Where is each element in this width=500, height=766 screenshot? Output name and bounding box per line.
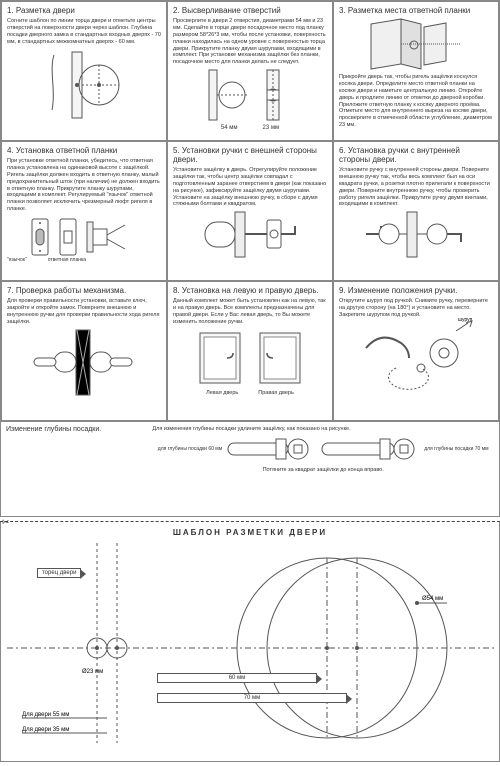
depth-70-label: для глубины посадки 70 мм — [424, 446, 488, 452]
step-7-diagram — [7, 330, 161, 395]
svg-text:шуруп: шуруп — [458, 317, 473, 323]
hole-54-svg — [207, 70, 247, 125]
step-3-diagram — [339, 19, 493, 74]
flip-handle-svg: шуруп — [356, 323, 476, 388]
step-1-text: Согните шаблон по линии торца двери и от… — [7, 18, 161, 46]
step-3-text: Прикройте дверь так, чтобы ригель защёлк… — [339, 74, 493, 129]
depth-title: Изменение глубины посадки. — [6, 426, 152, 433]
strike-plate-front — [29, 217, 51, 257]
left-door-label: Левая дверь — [206, 390, 238, 396]
step-6: 6. Установка ручки с внутренней стороны … — [333, 141, 499, 281]
latch-70-svg — [320, 435, 420, 463]
d23-label-t: Ø23 мм — [82, 669, 103, 675]
inner-handle-svg — [361, 212, 471, 257]
instruction-grid: 1. Разметка двери Согните шаблон по лини… — [0, 0, 500, 422]
depth-text2: Потяните за квадрат защёлки до конца впр… — [152, 467, 494, 473]
step-9-text: Открутите шуруп под ручкой. Снимите ручк… — [339, 298, 493, 319]
step-4-title: 4. Установка ответной планки — [7, 146, 161, 155]
step-8: 8. Установка на левую и правую дверь. Да… — [167, 281, 333, 421]
step-8-text: Данный комплект может быть установлен ка… — [173, 298, 327, 326]
step-7: 7. Проверка работы механизма. Для провер… — [1, 281, 167, 421]
edge-label: торец двери — [37, 568, 81, 578]
step-8-title: 8. Установка на левую и правую дверь. — [173, 286, 327, 295]
step-1: 1. Разметка двери Согните шаблон по лини… — [1, 1, 167, 141]
door-template-svg — [44, 50, 124, 120]
step-2-title: 2. Высверливание отверстий — [173, 6, 327, 15]
d54-text: 54 мм — [221, 125, 238, 131]
step-5-text: Установите защёлку в дверь. Отрегулируйт… — [173, 167, 327, 208]
left-door-svg — [195, 330, 245, 390]
step-9-title: 9. Изменение положения ручки. — [339, 286, 493, 295]
step-6-title: 6. Установка ручки с внутренней стороны … — [339, 146, 493, 164]
test-mechanism-svg — [24, 330, 144, 395]
step-9-diagram: шуруп — [339, 323, 493, 388]
step-1-diagram — [7, 50, 161, 120]
step-2-text: Просверлите в двери 2 отверстия, диаметр… — [173, 18, 327, 66]
door35-label: Для двери 35 мм — [22, 727, 69, 733]
step-5-diagram — [173, 212, 327, 257]
lbl-tongue: "язычок" — [7, 257, 27, 263]
depth-text1: Для изменения глубины посадки удлините з… — [152, 426, 494, 432]
step-2-diagram — [173, 70, 327, 125]
step-5: 5. Установки ручки с внешней стороны две… — [167, 141, 333, 281]
step-4-text: При установке ответной планки, убедитесь… — [7, 158, 161, 213]
door55-label: Для двери 55 мм — [22, 712, 69, 718]
step-7-title: 7. Проверка работы механизма. — [7, 286, 161, 295]
depth-diagram: для глубины посадки 60 мм для глубины по… — [152, 435, 494, 463]
step-5-title: 5. Установки ручки с внешней стороны две… — [173, 146, 327, 164]
door-template: ШАБЛОН РАЗМЕТКИ ДВЕРИ торец двери Ø23 мм… — [0, 522, 500, 762]
template-svg: торец двери Ø23 мм Ø54 мм 60 мм 70 мм Дл… — [7, 543, 495, 743]
step-2: 2. Высверливание отверстий Просверлите в… — [167, 1, 333, 141]
step-8-diagram — [173, 330, 327, 390]
step-6-text: Установите ручку с внутренней стороны дв… — [339, 167, 493, 208]
right-door-svg — [255, 330, 305, 390]
l60-label: 60 мм — [157, 673, 317, 683]
step-4-diagram — [7, 217, 161, 257]
svg-text:Ø54 мм: Ø54 мм — [422, 596, 443, 602]
strike-plate-profile — [85, 217, 140, 257]
strike-plate-alt — [57, 217, 79, 257]
right-door-label: Правая дверь — [258, 390, 294, 396]
outer-handle-svg — [195, 212, 305, 257]
step-6-diagram — [339, 212, 493, 257]
step-4: 4. Установка ответной планки При установ… — [1, 141, 167, 281]
strike-mark-svg — [366, 19, 466, 74]
l70-label: 70 мм — [157, 693, 347, 703]
step-9: 9. Изменение положения ручки. Открутите … — [333, 281, 499, 421]
lbl-plate: ответная планка — [48, 257, 86, 263]
hole-23-svg — [253, 70, 293, 125]
step-1-title: 1. Разметка двери — [7, 6, 161, 15]
d23-text: 23 мм — [263, 125, 280, 131]
step-3: 3. Разметка места ответной планки Прикро… — [333, 1, 499, 141]
step-7-text: Для проверки правильности установки, вст… — [7, 298, 161, 326]
latch-60-svg — [226, 435, 316, 463]
depth-60-label: для глубины посадки 60 мм — [158, 446, 222, 452]
template-title: ШАБЛОН РАЗМЕТКИ ДВЕРИ — [7, 528, 493, 537]
depth-section: Изменение глубины посадки. Для изменения… — [0, 422, 500, 517]
step-3-title: 3. Разметка места ответной планки — [339, 6, 493, 15]
